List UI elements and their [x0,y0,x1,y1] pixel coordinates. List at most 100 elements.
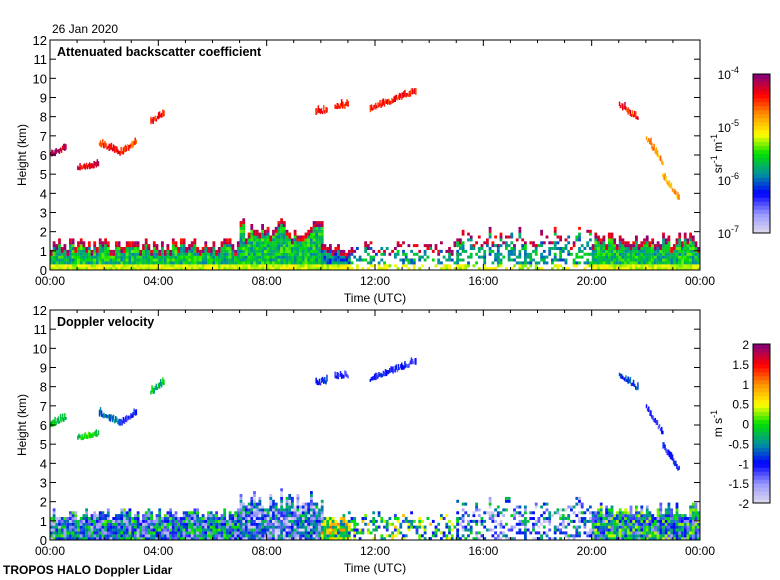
bl-pixel [296,247,300,250]
bl-pixel [521,522,525,526]
bl-pixel [691,238,695,242]
bl-pixel [540,534,543,538]
bl-pixel [109,267,113,271]
bl-pixel [656,241,660,245]
bl-pixel [112,264,116,268]
bl-pixel [142,267,145,271]
colorbar-segment [753,121,770,127]
bl-pixel [675,525,679,529]
bl-pixel [280,244,283,248]
bl-pixel [310,247,313,250]
bl-pixel [394,517,397,520]
cloud-pixel [100,142,103,148]
bl-pixel [315,249,319,253]
colorbar-segment [753,169,770,174]
bl-pixel [299,511,302,515]
colorbar-tick-base: 10 [718,227,732,241]
bl-pixel [264,238,267,242]
bl-pixel [69,252,72,256]
bl-pixel [231,528,235,532]
bl-pixel [648,537,652,541]
cloud-pixel [388,98,390,104]
unit-mid: m [711,142,725,155]
bl-pixel [610,519,614,523]
bl-pixel [71,534,75,538]
bl-pixel [515,511,519,515]
x-axis-label: Time (UTC) [344,291,406,305]
colorbar-segment [753,149,770,154]
bl-pixel [264,528,267,532]
cloud-pixel [618,372,621,377]
bl-pixel [542,249,546,253]
bl-pixel [139,525,143,529]
bl-pixel [239,226,243,230]
bl-pixel [312,514,316,518]
bl-pixel [691,264,695,268]
bl-pixel [310,264,313,268]
cloud-pixel [120,418,122,426]
bl-pixel [459,517,462,520]
bl-pixel [624,244,627,248]
bl-pixel [526,261,530,265]
bl-pixel [537,537,541,541]
bl-pixel [269,534,273,538]
bl-pixel [274,534,278,538]
bl-pixel [648,252,652,256]
bl-pixel [686,525,690,529]
bl-pixel [613,267,617,271]
bl-pixel [177,534,181,538]
cloud-pixel [96,433,99,437]
bl-pixel [117,267,121,271]
bl-pixel [461,258,465,262]
bl-pixel [272,264,275,268]
bl-pixel [339,249,343,253]
bl-pixel [618,517,622,520]
bl-pixel [624,255,627,259]
colorbar-tick-base: -1 [738,457,749,471]
bl-pixel [98,249,102,253]
bl-pixel [277,258,281,262]
bl-pixel [318,522,321,526]
bl-pixel [93,531,97,535]
bl-pixel [239,258,243,262]
bl-pixel [656,522,660,526]
bl-pixel [253,494,256,497]
bl-pixel [282,264,286,268]
cloud-pixel [338,374,341,378]
bl-pixel [93,537,97,541]
cloud-pixel [376,372,378,380]
bl-pixel [480,255,484,259]
bl-pixel [96,249,99,253]
bl-pixel [320,267,324,271]
bl-pixel [310,522,313,526]
colorbar-tick-base: 1.5 [732,358,749,372]
bl-pixel [629,528,633,532]
bl-pixel [212,244,216,248]
bl-pixel [171,534,175,538]
bl-pixel [152,267,156,271]
cloud-pixel [675,190,677,195]
bl-pixel [429,537,432,541]
bl-pixel [239,267,243,271]
bl-pixel [664,525,668,529]
cloud-pixel [629,109,632,116]
bl-pixel [689,522,692,526]
bl-pixel [274,244,278,248]
bl-pixel [201,267,205,271]
bl-pixel [253,522,256,526]
bl-pixel [637,514,641,518]
bl-pixel [112,525,116,529]
cloud-pixel [668,180,671,188]
bl-pixel [664,244,668,248]
bl-pixel [407,267,411,271]
bl-pixel [461,244,465,248]
cloud-pixel [156,386,159,390]
bl-pixel [204,241,208,245]
bl-pixel [635,258,638,262]
bl-pixel [239,249,243,253]
bl-pixel [185,249,189,253]
bl-pixel [123,514,126,518]
bl-pixel [602,514,606,518]
bl-pixel [591,531,595,535]
bl-pixel [556,258,560,262]
